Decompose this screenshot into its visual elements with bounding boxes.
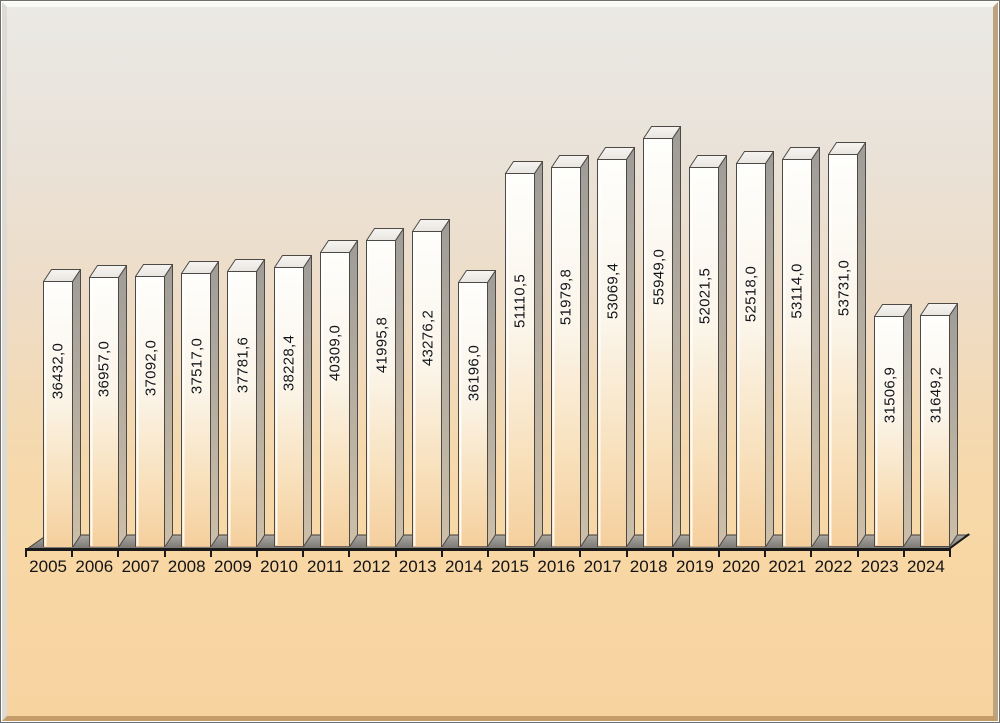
x-axis-tick (348, 550, 351, 557)
bar-front-face (597, 159, 627, 548)
x-axis-line (25, 548, 951, 551)
bar-front-face (643, 138, 674, 548)
x-axis-tick (256, 550, 258, 557)
bar-3d-2018[interactable] (643, 126, 682, 548)
x-axis-tick (25, 550, 27, 557)
bar-front-face (458, 282, 489, 548)
bar-3d-2023[interactable] (874, 304, 913, 548)
bar-front-face (412, 230, 443, 548)
x-axis-tick (902, 550, 905, 557)
x-axis-year-label: 2023 (860, 557, 899, 576)
bar-3d-2011[interactable] (319, 240, 358, 548)
x-axis-tick (764, 550, 767, 557)
x-axis-tick (163, 550, 166, 557)
x-axis-tick (625, 550, 628, 557)
x-axis-tick (209, 550, 212, 557)
bar-front-face (874, 316, 905, 548)
plot-area: 36432,0 36957,0 37092,0 37517,0 37781,6 38228… (7, 7, 993, 716)
x-axis-tick (302, 550, 305, 557)
x-axis-tick (949, 550, 951, 557)
bar-front-face (689, 166, 720, 548)
bar-3d-2021[interactable] (781, 146, 820, 548)
x-axis-year-label: 2019 (675, 557, 714, 576)
x-axis-year-label: 2017 (583, 557, 622, 576)
bar-front-face (42, 280, 73, 548)
x-axis-tick (71, 550, 74, 557)
x-axis-tick (394, 550, 397, 557)
bar-3d-2015[interactable] (504, 161, 543, 548)
bar-front-face (88, 276, 119, 548)
x-axis-tick (440, 550, 443, 557)
x-axis-year-label: 2014 (444, 557, 483, 576)
x-axis-year-label: 2005 (29, 557, 67, 576)
x-axis-year-label: 2022 (814, 557, 853, 576)
bar-3d-2014[interactable] (458, 270, 497, 548)
bar-front-face (366, 239, 396, 548)
bar-3d-2012[interactable] (366, 227, 404, 548)
bar-3d-2007[interactable] (135, 263, 173, 548)
x-axis-year-label: 2010 (260, 557, 298, 576)
x-axis-tick (856, 550, 859, 557)
bars-layer: 36432,0 36957,0 37092,0 37517,0 37781,6 38228… (7, 7, 993, 716)
x-axis-year-label: 2024 (906, 557, 945, 576)
x-axis-year-label: 2006 (75, 557, 114, 576)
bar-front-face (319, 252, 350, 548)
bar-3d-2020[interactable] (735, 151, 774, 548)
x-axis-year-label: 2015 (491, 557, 529, 576)
x-axis-year-label: 2013 (398, 557, 437, 576)
x-axis-tick (579, 550, 582, 557)
x-axis-year-label: 2008 (167, 557, 206, 576)
bar-3d-2009[interactable] (227, 258, 266, 548)
bar-3d-2017[interactable] (597, 147, 635, 548)
x-axis-year-label: 2009 (213, 557, 252, 576)
x-axis-tick (487, 550, 489, 557)
bar-3d-2019[interactable] (689, 154, 728, 548)
bar-front-face (550, 167, 581, 548)
bar-front-face (920, 315, 951, 548)
x-axis-year-label: 2012 (352, 557, 391, 576)
x-axis-tick (718, 550, 720, 557)
x-axis-year-label: 2007 (121, 557, 160, 576)
bar-3d-2024[interactable] (920, 303, 959, 548)
x-axis-year-label: 2021 (768, 557, 807, 576)
x-axis-year-label: 2018 (629, 557, 668, 576)
bar-3d-2016[interactable] (550, 155, 589, 548)
x-axis-year-label: 2011 (307, 557, 344, 576)
x-axis-tick (810, 550, 813, 557)
bar-3d-2006[interactable] (88, 264, 127, 548)
bar-front-face (781, 158, 812, 548)
bar-front-face (828, 154, 858, 548)
x-axis-layer: 2005 2006 2007 2008 2009 2010 2011 2012 2013 2014… (7, 7, 993, 716)
x-axis-tick (117, 550, 120, 557)
bar-3d-2008[interactable] (181, 260, 220, 548)
x-axis-depth-edge (948, 533, 970, 550)
bar-front-face (181, 272, 212, 548)
bar-front-face (227, 270, 258, 548)
bar-3d-2010[interactable] (273, 255, 312, 548)
bar-front-face (273, 267, 304, 548)
bar-front-face (135, 275, 165, 548)
bar-front-face (735, 163, 766, 548)
bar-3d-2022[interactable] (828, 142, 866, 548)
x-axis-year-label: 2020 (722, 557, 760, 576)
bar-3d-2005[interactable] (42, 268, 81, 548)
x-axis-tick (671, 550, 674, 557)
x-axis-year-label: 2016 (537, 557, 576, 576)
x-axis-tick (533, 550, 536, 557)
bar-3d-2013[interactable] (412, 218, 451, 548)
bar-front-face (504, 173, 535, 548)
